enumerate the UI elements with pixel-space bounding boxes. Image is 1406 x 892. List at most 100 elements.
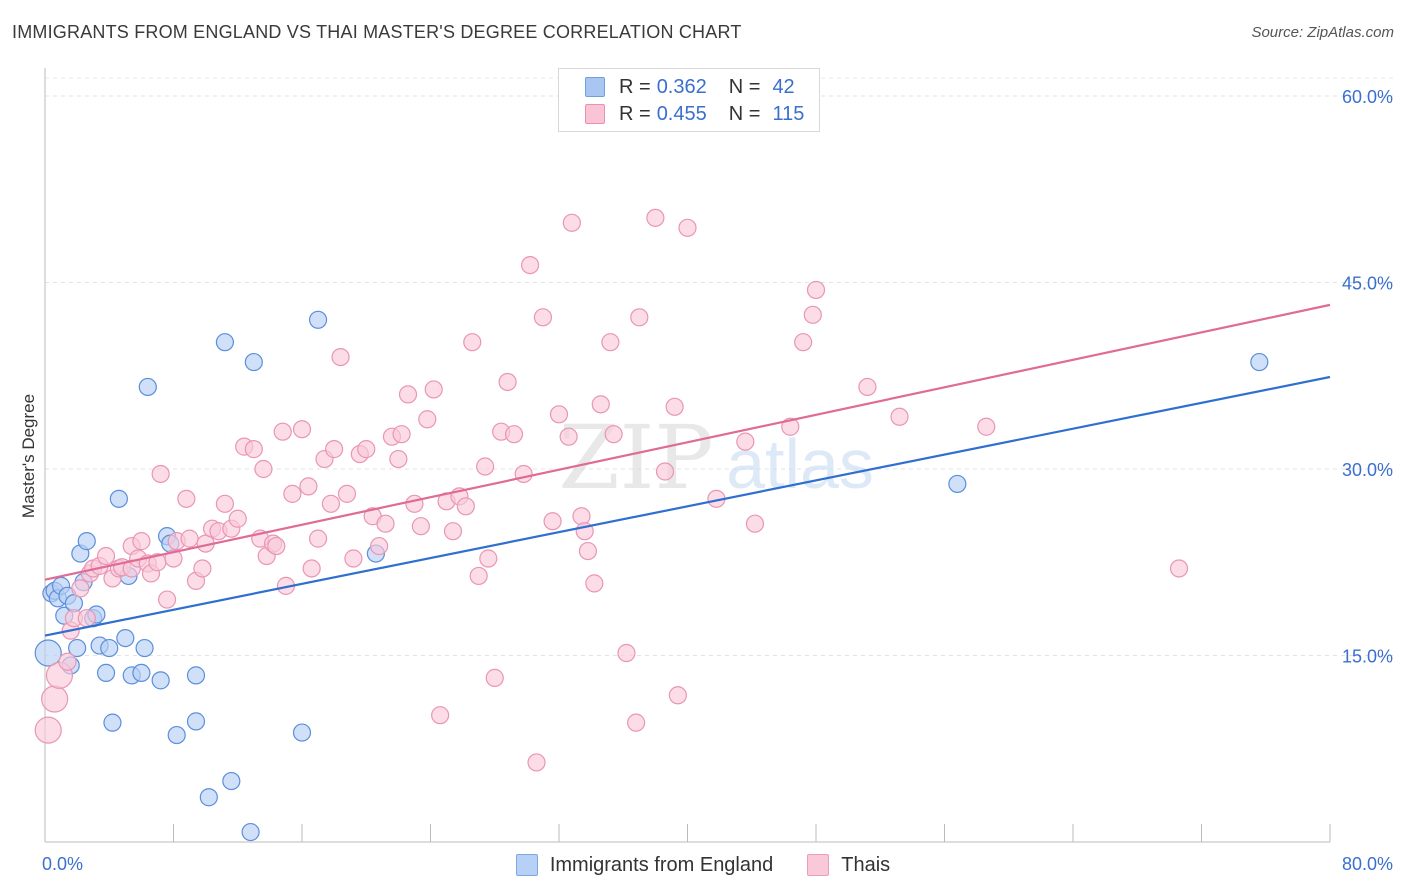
x-tick-label: 80.0% [1342, 854, 1393, 874]
series-thais [34, 208, 1189, 772]
point-thais [292, 420, 312, 439]
point-england [116, 628, 135, 648]
point-thais [424, 380, 443, 399]
point-thais [630, 308, 649, 327]
point-thais [215, 494, 234, 513]
point-thais [562, 213, 581, 232]
point-england [109, 489, 128, 508]
legend-item-england[interactable]: Immigrants from England [515, 853, 774, 877]
legend-label-thais: Thais [841, 853, 891, 876]
point-thais [794, 333, 813, 352]
point-thais [591, 395, 610, 414]
point-thais [736, 432, 755, 451]
point-thais [498, 372, 517, 392]
y-tick-label: 30.0% [1342, 460, 1393, 480]
point-thais [781, 417, 800, 436]
point-england [222, 771, 241, 791]
legend-swatch-england [515, 854, 538, 876]
point-england [199, 788, 218, 807]
point-england [34, 639, 62, 667]
series-england [34, 310, 1269, 842]
point-thais [132, 532, 151, 551]
point-england [948, 474, 967, 494]
y-axis-label: Master's Degree [19, 394, 38, 518]
point-thais [267, 536, 286, 556]
point-thais [411, 517, 430, 536]
point-thais [370, 536, 389, 556]
point-thais [803, 305, 822, 324]
r-value-england: 0.362 [656, 75, 707, 98]
point-thais [157, 590, 177, 609]
point-england [186, 666, 206, 685]
point-thais [1169, 559, 1189, 578]
point-thais [405, 494, 424, 513]
point-thais [504, 425, 524, 444]
point-thais [71, 579, 90, 598]
point-thais [325, 440, 344, 459]
point-thais [617, 643, 636, 663]
point-thais [344, 549, 363, 568]
point-thais [398, 385, 418, 404]
point-thais [180, 529, 199, 548]
point-thais [77, 609, 96, 628]
point-thais [244, 440, 263, 459]
point-thais [806, 280, 826, 300]
point-thais [41, 685, 69, 713]
point-thais [604, 425, 623, 444]
point-thais [858, 377, 877, 397]
point-thais [456, 497, 475, 516]
legend-swatch-england [585, 77, 605, 97]
point-thais [254, 459, 273, 479]
point-thais [520, 255, 540, 275]
point-thais [164, 549, 183, 568]
r-value-thais: 0.455 [656, 102, 707, 125]
legend-item-thais[interactable]: Thais [807, 854, 890, 877]
y-tick-label: 45.0% [1342, 274, 1393, 294]
point-thais [177, 489, 196, 508]
point-thais [514, 464, 533, 484]
point-england [135, 638, 154, 658]
point-thais [549, 405, 569, 424]
point-thais [479, 549, 498, 568]
point-thais [665, 397, 684, 416]
point-england [103, 713, 122, 732]
point-thais [308, 529, 328, 548]
r-label: R = [619, 102, 651, 125]
point-thais [745, 514, 765, 533]
point-england [186, 712, 206, 731]
trendline-thais [44, 303, 1331, 581]
point-england [68, 638, 87, 658]
point-thais [34, 716, 62, 744]
point-thais [273, 422, 292, 441]
trendline-england [44, 375, 1331, 637]
point-thais [463, 333, 482, 352]
n-value-thais: 115 [772, 102, 805, 125]
point-thais [578, 541, 598, 561]
point-thais [228, 509, 247, 528]
chart-title: IMMIGRANTS FROM ENGLAND VS THAI MASTER'S… [12, 22, 742, 42]
legend-swatch-thais [807, 854, 830, 876]
point-thais [655, 462, 675, 481]
point-thais [283, 484, 302, 503]
point-thais [376, 514, 395, 533]
point-england [167, 725, 186, 745]
point-thais [302, 559, 321, 578]
legend-row-england: R = 0.362 N = 42 [585, 74, 795, 100]
point-thais [485, 668, 504, 687]
point-england [77, 532, 96, 551]
point-thais [533, 308, 553, 327]
point-thais [58, 652, 77, 671]
n-label: N = [728, 102, 761, 125]
x-tick-label: 0.0% [42, 854, 83, 874]
point-thais [96, 546, 116, 566]
point-thais [543, 512, 562, 531]
point-thais [678, 218, 697, 237]
point-england [151, 671, 170, 690]
point-thais [469, 566, 488, 586]
point-england [215, 333, 234, 352]
point-england [244, 352, 263, 372]
point-england [100, 638, 119, 658]
y-tick-label: 15.0% [1342, 647, 1393, 667]
legend-label-england: Immigrants from England [549, 853, 774, 876]
